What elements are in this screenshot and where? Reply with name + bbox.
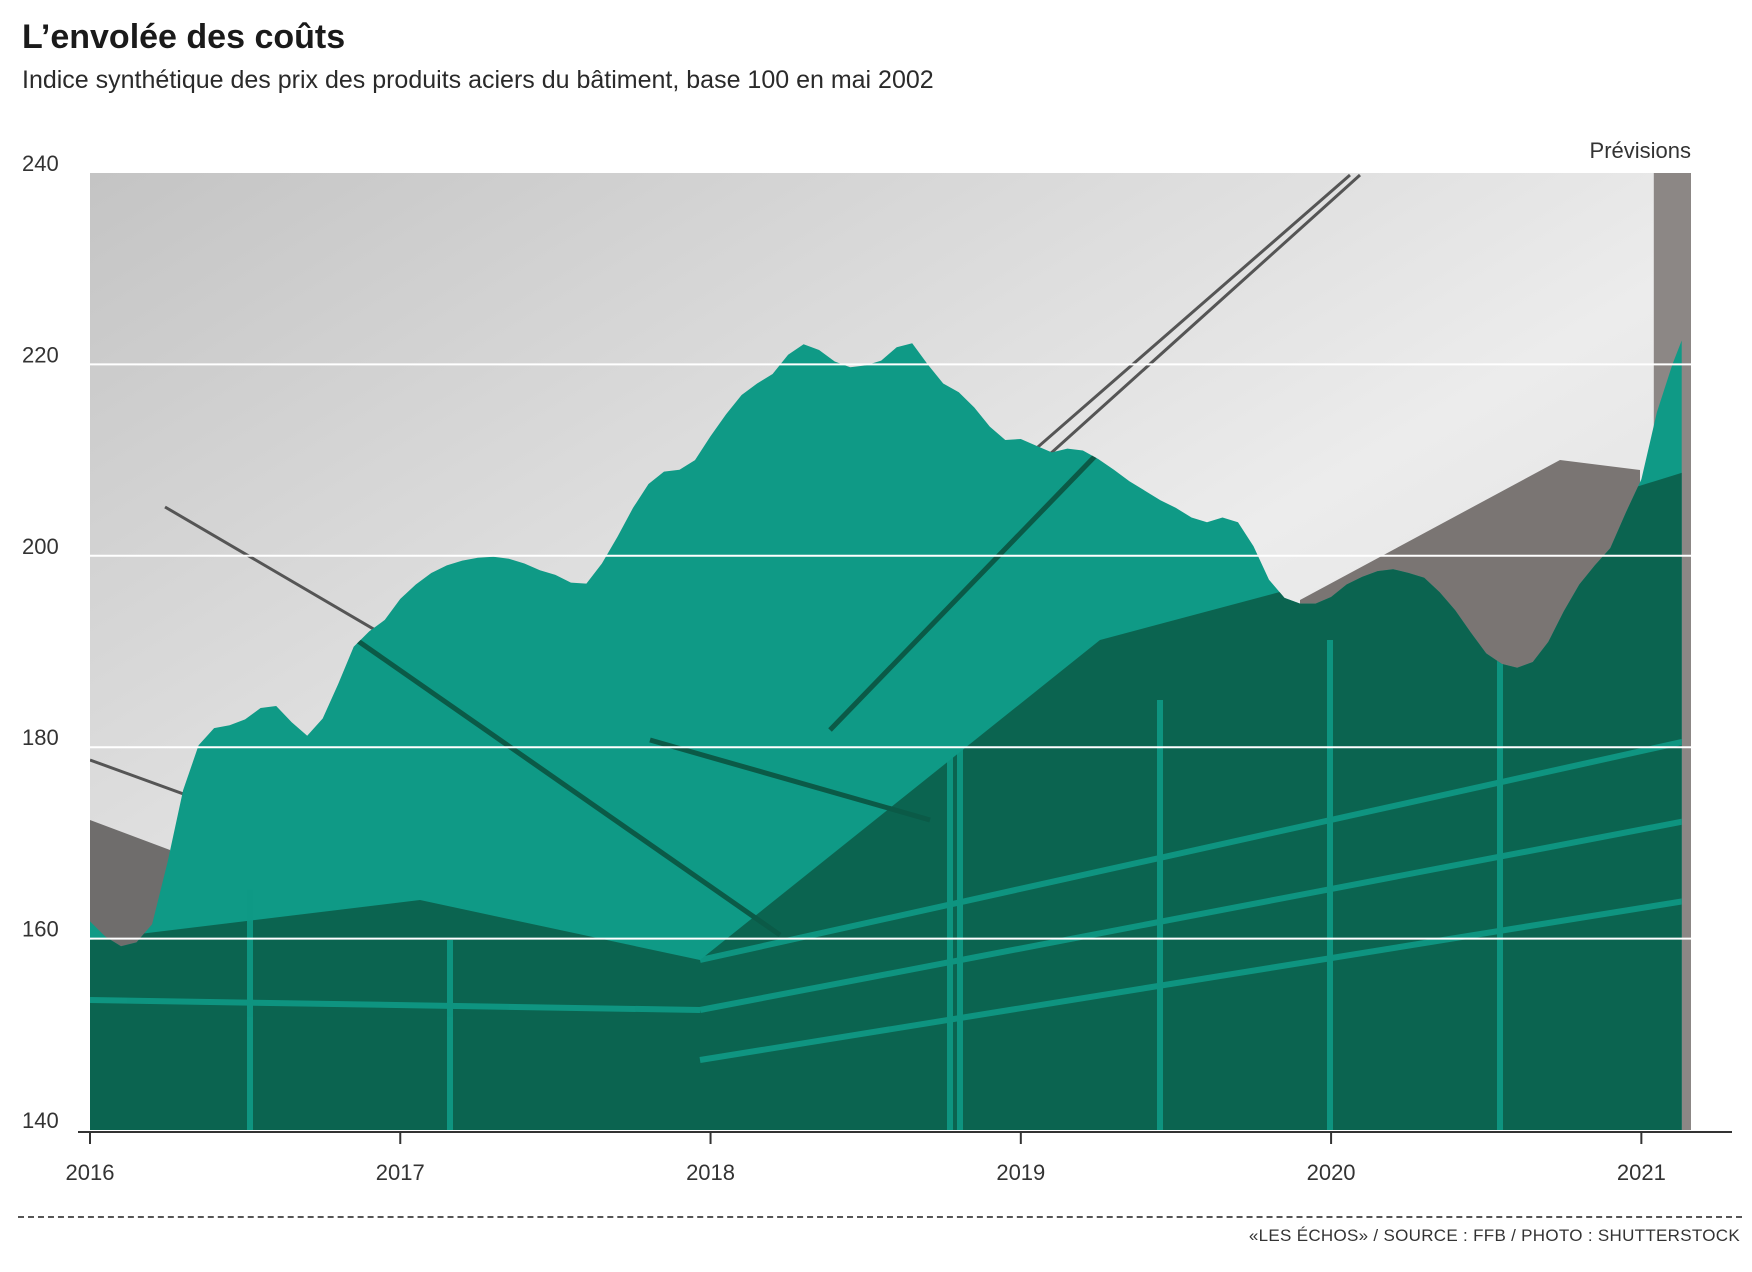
- x-tick-label-2021: 2021: [1617, 1160, 1666, 1185]
- y-tick-label-160: 160: [22, 917, 59, 942]
- y-tick-label-240: 240: [22, 151, 59, 176]
- x-tick-label-2020: 2020: [1307, 1160, 1356, 1185]
- chart-subtitle: Indice synthétique des prix des produits…: [22, 66, 934, 94]
- y-tick-label-200: 200: [22, 534, 59, 559]
- x-tick-label-2016: 2016: [66, 1160, 115, 1185]
- x-tick-label-2017: 2017: [376, 1160, 425, 1185]
- x-tick-label-2019: 2019: [996, 1160, 1045, 1185]
- gridlines: [90, 363, 1691, 940]
- area-buildings: [90, 418, 1682, 1130]
- chart-title: L’envolée des coûts: [22, 18, 346, 56]
- data-area-group: [90, 340, 1682, 1130]
- y-tick-label-220: 220: [22, 342, 59, 367]
- forecast-label: Prévisions: [1590, 138, 1691, 163]
- x-axis: 2016 2017 2018 2019 2020 2021: [66, 1131, 1732, 1185]
- y-tick-label-180: 180: [22, 725, 59, 750]
- x-tick-label-2018: 2018: [686, 1160, 735, 1185]
- source-credit: «LES ÉCHOS» / SOURCE : FFB / PHOTO : SHU…: [1248, 1226, 1740, 1245]
- y-axis-ticks: 140 160 180 200 220 240: [22, 151, 59, 1133]
- y-tick-label-140: 140: [22, 1108, 59, 1133]
- footer-divider: [18, 1216, 1742, 1218]
